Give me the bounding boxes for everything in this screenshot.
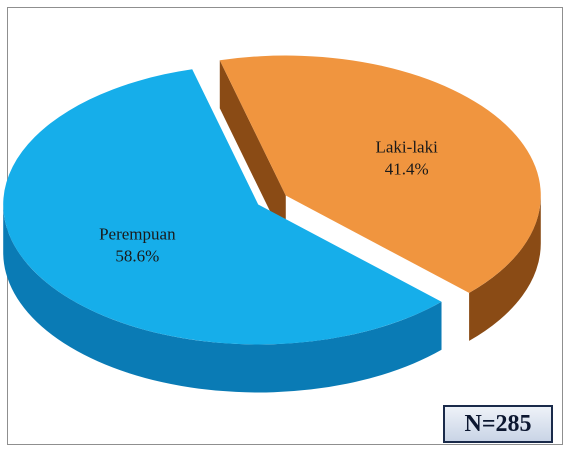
sample-size-label: N=285 [464, 410, 532, 437]
slice-side-perempuan [3, 204, 442, 393]
slice-value-laki-laki: 41.4% [385, 159, 429, 178]
pie-sides [3, 60, 541, 393]
sample-size-box: N=285 [443, 405, 553, 443]
slice-value-perempuan: 58.6% [115, 247, 159, 266]
slice-label-perempuan: Perempuan [99, 225, 176, 244]
slice-cut-laki-laki [219, 60, 286, 244]
slice-side-laki-laki [469, 195, 541, 341]
slice-label-laki-laki: Laki-laki [376, 137, 439, 156]
slice-laki-laki [219, 55, 541, 293]
pie-tops [3, 55, 541, 345]
slice-perempuan [3, 69, 442, 345]
